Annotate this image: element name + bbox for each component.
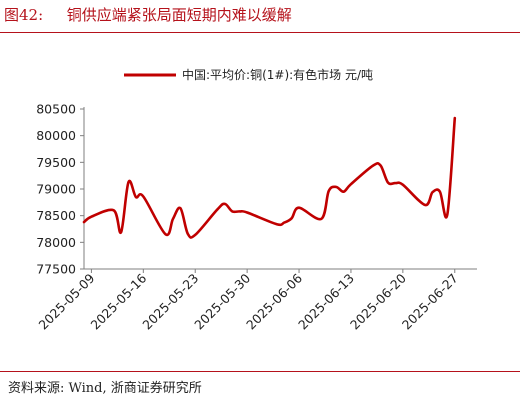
figure-label: 图42: (4, 6, 44, 24)
source-divider (0, 371, 520, 372)
series-line-copper-price (82, 116, 457, 239)
y-tick-label: 78500 (36, 208, 76, 223)
title-divider (0, 32, 520, 33)
y-tick-label: 80500 (36, 102, 76, 117)
legend-label: 中国:平均价:铜(1#):有色市场 元/吨 (182, 67, 373, 82)
x-tick-label: 2025-06-27 (399, 271, 461, 333)
y-tick-label: 79500 (36, 155, 76, 170)
y-tick-label: 79000 (36, 182, 76, 197)
figure-title-text: 铜供应端紧张局面短期内难以缓解 (66, 6, 292, 24)
source-note: 资料来源: Wind, 浙商证券研究所 (8, 381, 202, 396)
y-tick-label: 78000 (36, 235, 76, 250)
y-tick-label: 77500 (36, 262, 76, 277)
chart-area: 中国:平均价:铜(1#):有色市场 元/吨 77500 78000 78500 7900… (36, 67, 477, 333)
figure-title: 图42: 铜供应端紧张局面短期内难以缓解 (4, 4, 292, 25)
y-tick-label: 80000 (36, 128, 76, 143)
